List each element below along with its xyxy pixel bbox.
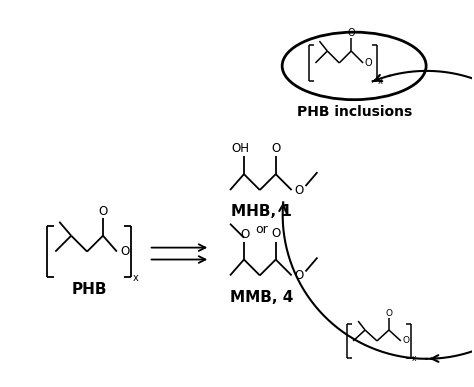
Text: PHB inclusions: PHB inclusions	[297, 104, 412, 118]
Text: OH: OH	[231, 142, 249, 155]
Text: MHB, 1: MHB, 1	[231, 204, 292, 219]
Text: or: or	[255, 223, 268, 236]
Text: O: O	[294, 183, 303, 197]
Text: x: x	[378, 77, 383, 86]
Text: O: O	[294, 269, 303, 282]
Text: O: O	[402, 336, 409, 346]
Text: MMB, 4: MMB, 4	[230, 290, 293, 305]
Text: O: O	[120, 245, 129, 258]
Text: O: O	[347, 28, 355, 38]
Text: PHB: PHB	[71, 282, 107, 297]
Text: O: O	[98, 205, 108, 218]
Text: x: x	[133, 274, 138, 283]
Text: O: O	[385, 309, 392, 318]
Text: x: x	[412, 354, 416, 363]
Text: O: O	[271, 142, 280, 155]
Text: O: O	[240, 228, 250, 241]
Text: O: O	[364, 58, 372, 68]
Text: O: O	[271, 227, 280, 240]
